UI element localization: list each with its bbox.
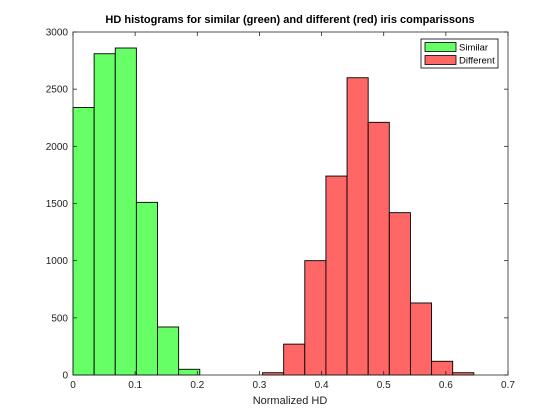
bar-similar-4 <box>135 201 158 376</box>
legend-swatch-different <box>424 55 457 65</box>
x-tick-label: 0 <box>70 380 76 391</box>
x-tick-label: 0.7 <box>501 380 515 391</box>
bar-different-2 <box>283 343 306 376</box>
bar-similar-1 <box>72 107 95 376</box>
bar-similar-2 <box>93 53 116 376</box>
bar-different-6 <box>367 121 390 376</box>
y-tick-label: 1500 <box>46 199 69 210</box>
bar-different-3 <box>304 260 327 376</box>
bar-different-5 <box>346 77 369 376</box>
bars-group <box>72 47 475 376</box>
bar-different-4 <box>325 175 348 376</box>
x-axis-label: Normalized HD <box>253 395 328 407</box>
x-tick-label: 0.4 <box>315 380 329 391</box>
x-tick-label: 0.3 <box>252 380 266 391</box>
bar-similar-5 <box>157 326 180 376</box>
bar-different-9 <box>431 360 454 376</box>
x-tick-label: 0.2 <box>190 380 204 391</box>
x-tick-label: 0.1 <box>128 380 142 391</box>
chart-title: HD histograms for similar (green) and di… <box>105 14 474 26</box>
y-tick-label: 2000 <box>46 142 69 153</box>
x-tick-label: 0.6 <box>439 380 453 391</box>
bar-different-7 <box>388 212 411 376</box>
legend: Similar Different <box>420 38 499 69</box>
legend-label-similar: Similar <box>459 43 488 54</box>
y-tick-label: 3000 <box>46 28 69 39</box>
bar-different-8 <box>409 302 433 376</box>
y-tick-label: 500 <box>51 313 68 324</box>
x-tick-label: 0.5 <box>377 380 391 391</box>
axes-group: 0 0.1 0.2 0.3 0.4 0.5 0.6 0.7 0 500 1000 1500 2000 25… <box>46 28 516 392</box>
y-tick-label: 2500 <box>46 85 69 96</box>
y-tick-label: 0 <box>62 371 68 382</box>
legend-swatch-similar <box>424 42 457 52</box>
bar-similar-6 <box>178 368 201 376</box>
y-tick-label: 1000 <box>46 256 69 267</box>
legend-label-different: Different <box>459 56 495 67</box>
bar-similar-3 <box>114 47 137 376</box>
